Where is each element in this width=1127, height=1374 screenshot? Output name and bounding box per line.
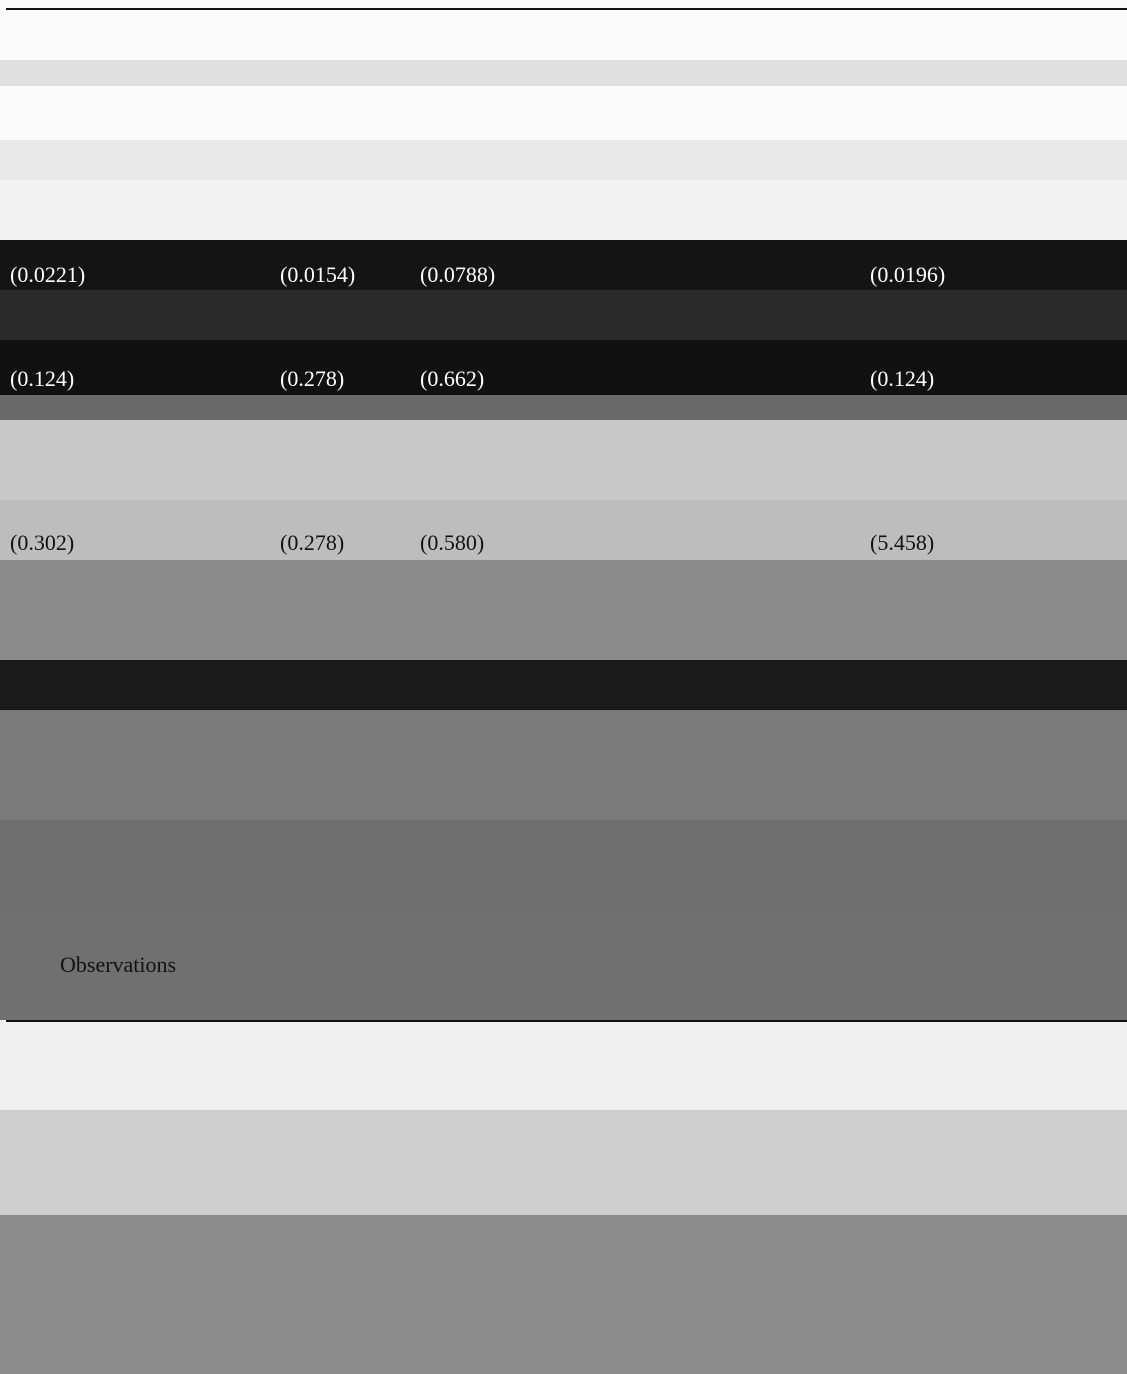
row-band bbox=[0, 560, 1127, 660]
table-cell: (0.662) bbox=[420, 366, 484, 392]
row-band bbox=[0, 340, 1127, 395]
table-cell: (0.278) bbox=[280, 366, 344, 392]
row-band bbox=[0, 240, 1127, 290]
note-band bbox=[0, 1110, 1127, 1215]
row-band bbox=[0, 820, 1127, 910]
note-band bbox=[0, 1022, 1127, 1110]
top-rule bbox=[6, 8, 1127, 10]
table-cell: (0.302) bbox=[10, 530, 74, 556]
row-band bbox=[0, 420, 1127, 500]
table-cell: (0.0196) bbox=[870, 262, 945, 288]
header-row bbox=[0, 60, 1127, 86]
table-cell: (0.124) bbox=[870, 366, 934, 392]
table-cell: (0.0154) bbox=[280, 262, 355, 288]
note-band bbox=[0, 1215, 1127, 1374]
row-band bbox=[0, 180, 1127, 240]
row-band bbox=[0, 140, 1127, 180]
row-band bbox=[0, 290, 1127, 340]
table-cell: (0.124) bbox=[10, 366, 74, 392]
page: (0.0221) (0.0154) (0.0788) (0.0196) (0.124) (… bbox=[0, 0, 1127, 1374]
table-cell: Observations bbox=[60, 952, 176, 978]
row-band bbox=[0, 500, 1127, 560]
table-cell: (0.0221) bbox=[10, 262, 85, 288]
row-band bbox=[0, 710, 1127, 820]
table-cell: (5.458) bbox=[870, 530, 934, 556]
row-band bbox=[0, 660, 1127, 710]
table-cell: (0.278) bbox=[280, 530, 344, 556]
table-cell: (0.580) bbox=[420, 530, 484, 556]
row-band bbox=[0, 395, 1127, 420]
table-cell: (0.0788) bbox=[420, 262, 495, 288]
row-band bbox=[0, 95, 1127, 140]
